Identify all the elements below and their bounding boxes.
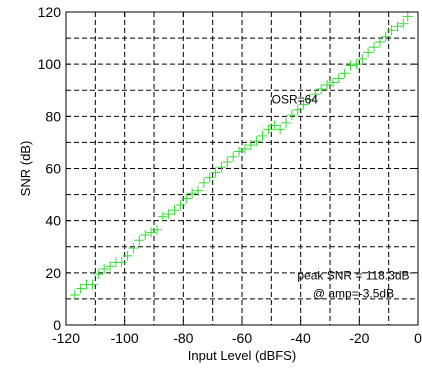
y-tick-label: 20 [45, 265, 61, 281]
data-point [398, 18, 409, 29]
data-point [239, 143, 250, 154]
y-tick-label: 60 [45, 161, 61, 177]
data-point [402, 11, 413, 22]
data-point [87, 279, 98, 290]
data-point [322, 80, 333, 91]
x-tick-label: -100 [111, 330, 139, 346]
data-point [134, 235, 145, 246]
annotations: OSR=64 peak SNR = 118.3dB @ amp=-3.5dB [272, 92, 410, 300]
data-point [298, 99, 309, 110]
data-point [374, 36, 385, 47]
data-point [369, 42, 379, 53]
data-point [105, 261, 115, 272]
data-point [116, 257, 127, 268]
x-tick-label: -120 [52, 330, 80, 346]
data-point [157, 211, 168, 222]
data-point [345, 60, 356, 71]
y-tick-label: 40 [45, 213, 61, 229]
data-point [251, 136, 262, 147]
data-point [269, 120, 280, 131]
data-point [175, 200, 186, 211]
data-point [281, 117, 291, 128]
x-axis-label: Input Level (dBFS) [188, 348, 296, 363]
data-point [310, 89, 321, 100]
data-point [216, 162, 227, 173]
data-point [122, 250, 133, 261]
data-point [333, 73, 344, 84]
data-point [151, 224, 162, 235]
data-point [339, 68, 350, 79]
x-tick-label: 0 [414, 330, 422, 346]
x-tick-label: -40 [291, 330, 311, 346]
data-point [69, 290, 80, 301]
chart-annotation: peak SNR = 118.3dB [297, 268, 409, 282]
data-point [257, 130, 268, 141]
axis-ticks [65, 11, 419, 326]
data-point [275, 124, 286, 135]
y-axis-label: SNR (dB) [18, 141, 33, 197]
y-tick-label: 0 [53, 317, 61, 333]
data-point [234, 146, 245, 157]
data-point [169, 205, 180, 216]
grid-lines [66, 12, 418, 325]
data-point [128, 243, 139, 254]
data-point [228, 151, 239, 162]
data-point [222, 156, 233, 167]
data-point [286, 110, 297, 121]
data-point [99, 263, 110, 274]
data-point [316, 83, 327, 94]
data-point [93, 269, 104, 280]
y-tick-labels: 0 20 40 60 80 100 120 [38, 4, 62, 333]
data-point [204, 172, 215, 183]
data-markers [69, 11, 413, 301]
data-point [210, 167, 221, 178]
data-point [75, 283, 86, 294]
data-point [380, 31, 391, 42]
data-point [304, 94, 315, 105]
y-tick-label: 120 [38, 4, 62, 20]
data-point [363, 47, 374, 58]
data-point [181, 193, 192, 204]
data-point [198, 177, 209, 188]
chart-annotation: OSR=64 [272, 92, 319, 106]
data-point [193, 185, 203, 196]
x-tick-label: -20 [349, 330, 369, 346]
data-point [327, 77, 338, 88]
y-tick-label: 100 [38, 56, 62, 72]
chart-annotation: @ amp=-3.5dB [313, 287, 394, 301]
data-point [357, 53, 368, 64]
data-point [187, 188, 198, 199]
data-point [263, 124, 274, 135]
data-point [163, 209, 174, 220]
y-tick-label: 80 [45, 108, 61, 124]
data-point [146, 227, 157, 238]
data-point [351, 59, 362, 70]
x-tick-labels: -120 -100 -80 -60 -40 -20 0 [52, 330, 422, 346]
x-tick-label: -80 [173, 330, 193, 346]
data-point [245, 140, 256, 151]
data-point [392, 21, 403, 32]
x-tick-label: -60 [232, 330, 252, 346]
data-point [140, 230, 151, 241]
data-point [386, 25, 397, 36]
data-point [292, 104, 303, 115]
